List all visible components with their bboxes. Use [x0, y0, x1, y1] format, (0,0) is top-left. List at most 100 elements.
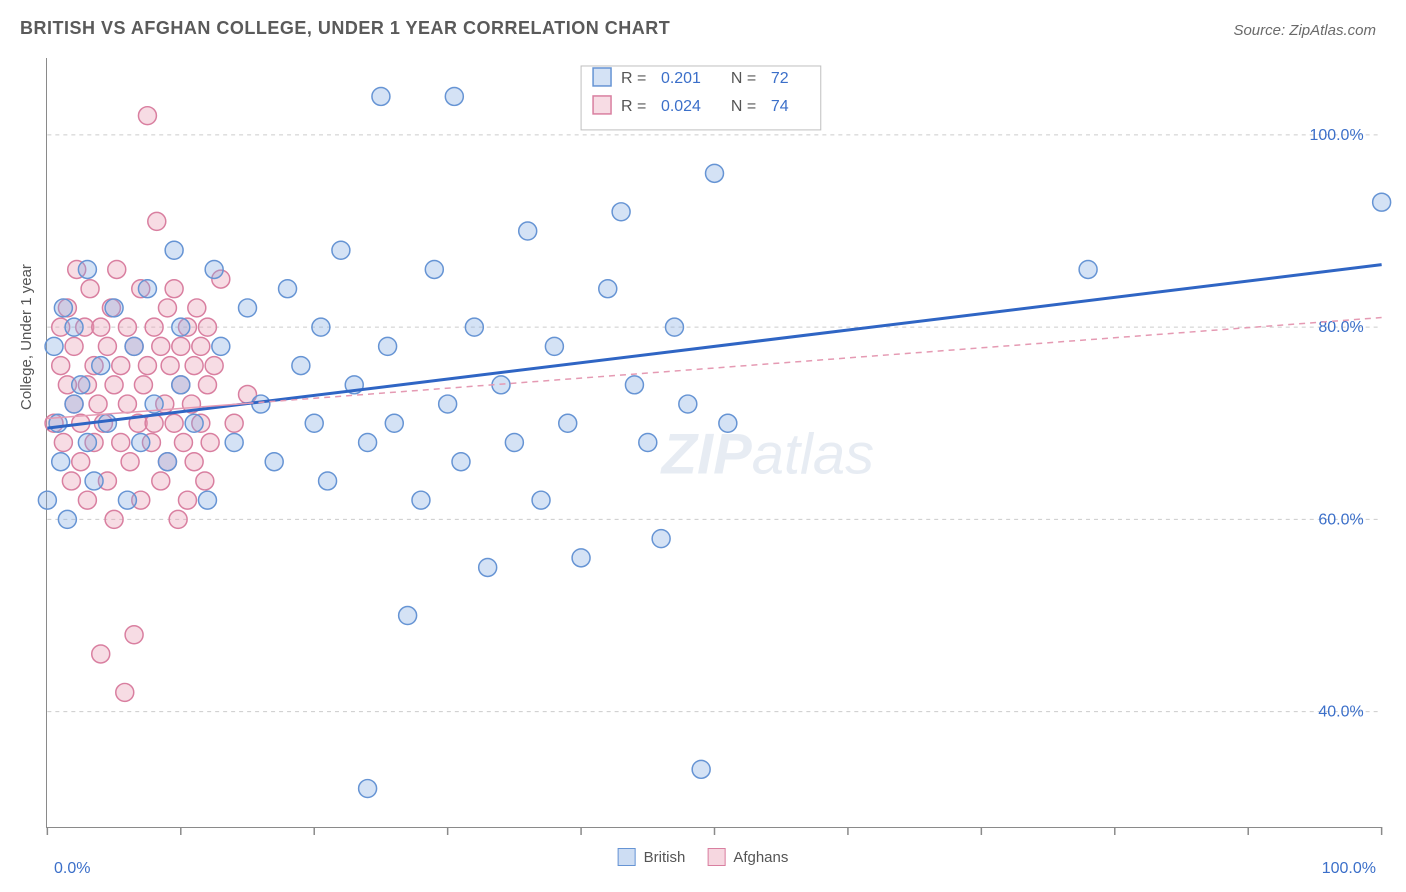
data-point	[265, 453, 283, 471]
data-point	[105, 376, 123, 394]
data-point	[292, 357, 310, 375]
data-point	[134, 376, 152, 394]
data-point	[439, 395, 457, 413]
y-tick-label: 100.0%	[1309, 127, 1363, 144]
data-point	[132, 434, 150, 452]
data-point	[425, 260, 443, 278]
data-point	[178, 491, 196, 509]
data-point	[165, 280, 183, 298]
data-point	[359, 780, 377, 798]
svg-text:N =: N =	[731, 70, 756, 87]
data-point	[58, 510, 76, 528]
data-point	[78, 491, 96, 509]
x-axis-min-label: 0.0%	[54, 860, 90, 878]
legend-item: British	[618, 848, 686, 866]
svg-text:N =: N =	[731, 98, 756, 115]
data-point	[679, 395, 697, 413]
data-point	[172, 318, 190, 336]
data-point	[78, 434, 96, 452]
bottom-legend: British Afghans	[618, 848, 789, 866]
watermark: ZIPatlas	[660, 422, 874, 486]
legend-swatch	[593, 68, 611, 86]
data-point	[125, 626, 143, 644]
svg-text:0.024: 0.024	[661, 98, 701, 115]
legend-swatch	[618, 848, 636, 866]
data-point	[399, 607, 417, 625]
stat-box: R = 0.201N = 72R = 0.024N = 74	[581, 66, 821, 130]
data-point	[312, 318, 330, 336]
data-point	[205, 357, 223, 375]
data-point	[465, 318, 483, 336]
data-point	[192, 337, 210, 355]
source-label: Source: ZipAtlas.com	[1233, 22, 1376, 39]
data-point	[412, 491, 430, 509]
data-point	[706, 164, 724, 182]
data-point	[112, 357, 130, 375]
data-point	[54, 299, 72, 317]
legend-item: Afghans	[707, 848, 788, 866]
data-point	[185, 357, 203, 375]
data-point	[599, 280, 617, 298]
data-point	[158, 453, 176, 471]
data-point	[98, 414, 116, 432]
legend-label: Afghans	[733, 849, 788, 866]
data-point	[62, 472, 80, 490]
data-point	[89, 395, 107, 413]
data-point	[78, 260, 96, 278]
data-point	[212, 337, 230, 355]
data-point	[138, 357, 156, 375]
data-point	[52, 357, 70, 375]
data-point	[545, 337, 563, 355]
data-point	[479, 558, 497, 576]
data-point	[145, 318, 163, 336]
data-point	[625, 376, 643, 394]
data-point	[52, 453, 70, 471]
data-point	[379, 337, 397, 355]
data-point	[172, 337, 190, 355]
data-point	[185, 414, 203, 432]
data-point	[692, 760, 710, 778]
data-point	[138, 107, 156, 125]
y-tick-label: 60.0%	[1318, 511, 1363, 528]
data-point	[639, 434, 657, 452]
data-point	[118, 318, 136, 336]
data-point	[201, 434, 219, 452]
svg-text:72: 72	[771, 70, 789, 87]
data-point	[92, 357, 110, 375]
data-point	[196, 472, 214, 490]
data-point	[112, 434, 130, 452]
data-point	[72, 376, 90, 394]
data-point	[38, 491, 56, 509]
y-tick-label: 40.0%	[1318, 704, 1363, 721]
data-point	[185, 453, 203, 471]
data-point	[169, 510, 187, 528]
data-point	[1373, 193, 1391, 211]
data-point	[225, 434, 243, 452]
legend-label: British	[644, 849, 686, 866]
data-point	[65, 337, 83, 355]
y-axis-label: College, Under 1 year	[18, 264, 35, 410]
data-point	[572, 549, 590, 567]
data-point	[188, 299, 206, 317]
data-point	[148, 212, 166, 230]
data-point	[239, 299, 257, 317]
data-point	[118, 491, 136, 509]
data-point	[359, 434, 377, 452]
data-point	[121, 453, 139, 471]
data-point	[445, 87, 463, 105]
data-point	[174, 434, 192, 452]
data-point	[152, 337, 170, 355]
data-point	[158, 299, 176, 317]
data-point	[665, 318, 683, 336]
data-point	[108, 260, 126, 278]
data-point	[372, 87, 390, 105]
x-axis-max-label: 100.0%	[1322, 860, 1376, 878]
svg-text:0.201: 0.201	[661, 70, 701, 87]
svg-text:R =: R =	[621, 70, 646, 87]
data-point	[205, 260, 223, 278]
data-point	[161, 357, 179, 375]
data-point	[172, 376, 190, 394]
data-point	[54, 434, 72, 452]
data-point	[118, 395, 136, 413]
data-point	[81, 280, 99, 298]
